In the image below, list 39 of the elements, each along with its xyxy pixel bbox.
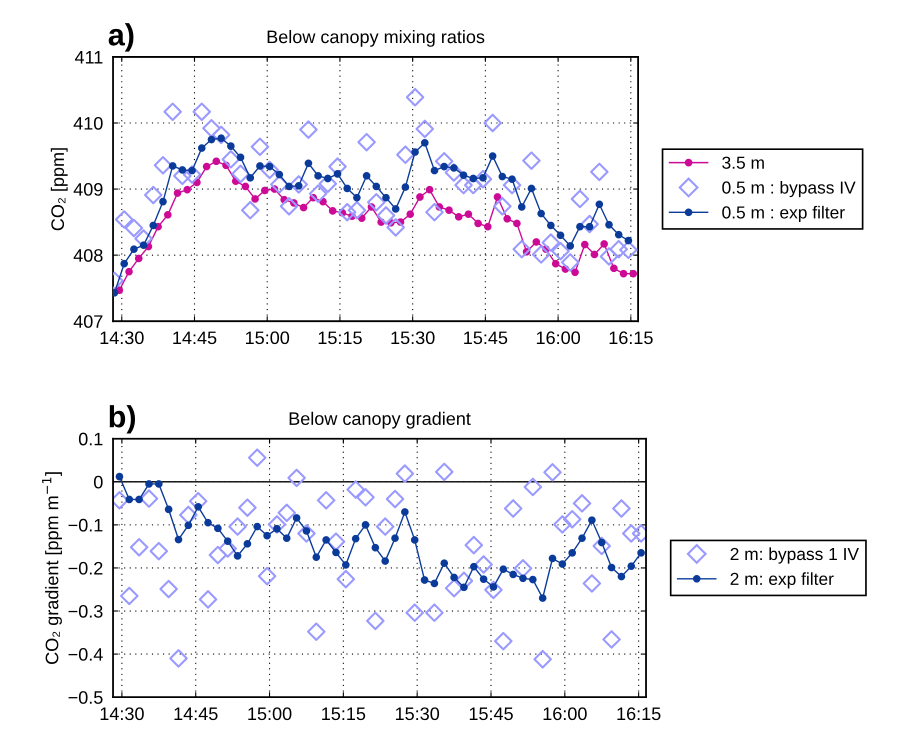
- x-tick-label: 14:45: [173, 332, 216, 344]
- legend-label: 3.5 m: [722, 156, 764, 169]
- x-tick-label: 16:15: [617, 707, 660, 720]
- y-tick-label: 407: [74, 315, 102, 328]
- x-tick-label: 15:15: [318, 332, 362, 344]
- y-tick-label: 410: [74, 116, 103, 130]
- x-tick-label: 15:00: [246, 331, 290, 344]
- x-tick-label: 14:45: [174, 708, 218, 720]
- x-tick-label: 15:30: [396, 707, 440, 720]
- x-tick-label: 14:30: [100, 331, 144, 344]
- y-tick-label: 0.1: [78, 432, 102, 446]
- text: a): [108, 23, 134, 52]
- legend-label: 2 m: exp filter: [730, 572, 834, 588]
- x-tick-label: 16:00: [544, 707, 587, 720]
- x-tick-label: 15:30: [391, 331, 435, 344]
- chart-title: Below canopy mixing ratios: [268, 30, 484, 47]
- legend-label: 0.5 m : bypass IV: [722, 180, 856, 198]
- x-tick-label: 14:30: [100, 707, 144, 720]
- y-tick-label: −0.1: [68, 518, 102, 532]
- y-axis-title: CO₂ gradient [ppm m$^{−1}$]: [42, 472, 62, 664]
- y-tick-label: −0.4: [68, 648, 103, 661]
- legend-label: 2 m: bypass 1 IV: [730, 547, 859, 564]
- x-tick-label: 16:15: [610, 331, 653, 344]
- y-tick-label: 408: [74, 249, 103, 262]
- y-tick-label: 0: [94, 476, 103, 489]
- x-tick-label: 15:15: [322, 708, 366, 720]
- x-tick-label: 16:00: [536, 331, 580, 344]
- legend-label: 0.5 m : exp filter: [722, 206, 845, 222]
- y-tick-label: −0.3: [68, 604, 103, 618]
- y-tick-label: −0.5: [68, 691, 103, 704]
- y-tick-label: 409: [74, 183, 102, 196]
- y-axis-title: CO₂ [ppm]: [50, 148, 68, 230]
- y-tick-label: 411: [74, 51, 102, 64]
- text: b): [110, 405, 136, 434]
- x-tick-label: 15:45: [470, 708, 513, 720]
- chart-title: Below canopy gradient: [290, 412, 471, 429]
- y-tick-label: −0.2: [68, 562, 102, 575]
- x-tick-label: 15:00: [248, 707, 292, 720]
- x-tick-label: 15:45: [464, 332, 508, 344]
